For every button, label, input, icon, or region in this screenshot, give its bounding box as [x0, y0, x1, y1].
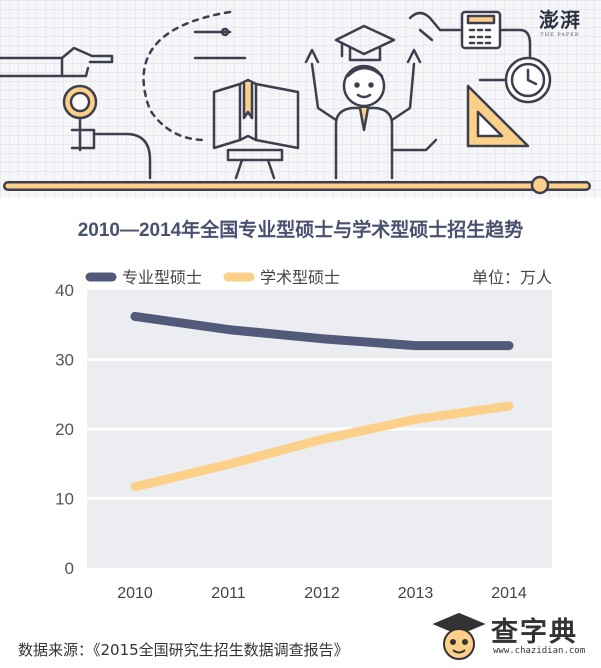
brand-name-cn: 澎湃	[539, 8, 581, 32]
calculator-icon	[460, 10, 502, 50]
watermark-url: www.chazidian.com	[493, 646, 586, 656]
book-icon	[212, 78, 300, 180]
brand-logo: 澎湃 THE PAPER	[533, 8, 587, 38]
clock-icon	[478, 56, 552, 104]
watermark: 查字典 www.chazidian.com	[429, 608, 589, 664]
graduate-mascot-icon	[432, 612, 486, 660]
line-chart: 0 10 20 30 40 2010 2011 2012 2013 2014 专业型硕士 学术型硕…	[55, 268, 552, 602]
y-tick-label: 30	[55, 351, 74, 370]
wrench-hand-icon	[408, 11, 532, 58]
legend-label: 学术型硕士	[260, 268, 340, 287]
set-square-icon	[466, 84, 530, 148]
pointing-hand-icon	[0, 46, 114, 78]
y-tick-label: 20	[55, 420, 74, 439]
header-illustration	[0, 0, 601, 198]
x-tick-label: 2011	[211, 585, 246, 602]
education-illustration	[0, 10, 591, 195]
teacher-figure-icon	[304, 48, 438, 180]
series-line-2	[130, 401, 514, 492]
chart-title: 2010—2014年全国专业型硕士与学术型硕士招生趋势	[77, 220, 524, 241]
legend-label: 专业型硕士	[122, 268, 202, 287]
magnifier-icon	[62, 84, 152, 180]
watermark-name: 查字典	[491, 617, 578, 648]
data-source-note: 数据来源：《2015全国研究生招生数据调查报告》	[18, 641, 349, 659]
graduation-cap-icon	[334, 24, 396, 62]
y-tick-label: 40	[55, 281, 74, 300]
series-line-1	[130, 311, 514, 351]
y-tick-label: 10	[55, 490, 74, 509]
x-tick-label: 2010	[117, 585, 153, 602]
x-tick-label: 2014	[491, 585, 527, 602]
x-tick-label: 2012	[304, 585, 340, 602]
x-tick-label: 2013	[398, 585, 434, 602]
brand-name-en: THE PAPER	[540, 32, 580, 38]
y-tick-label: 0	[65, 559, 74, 578]
unit-label: 单位：万人	[472, 268, 552, 287]
